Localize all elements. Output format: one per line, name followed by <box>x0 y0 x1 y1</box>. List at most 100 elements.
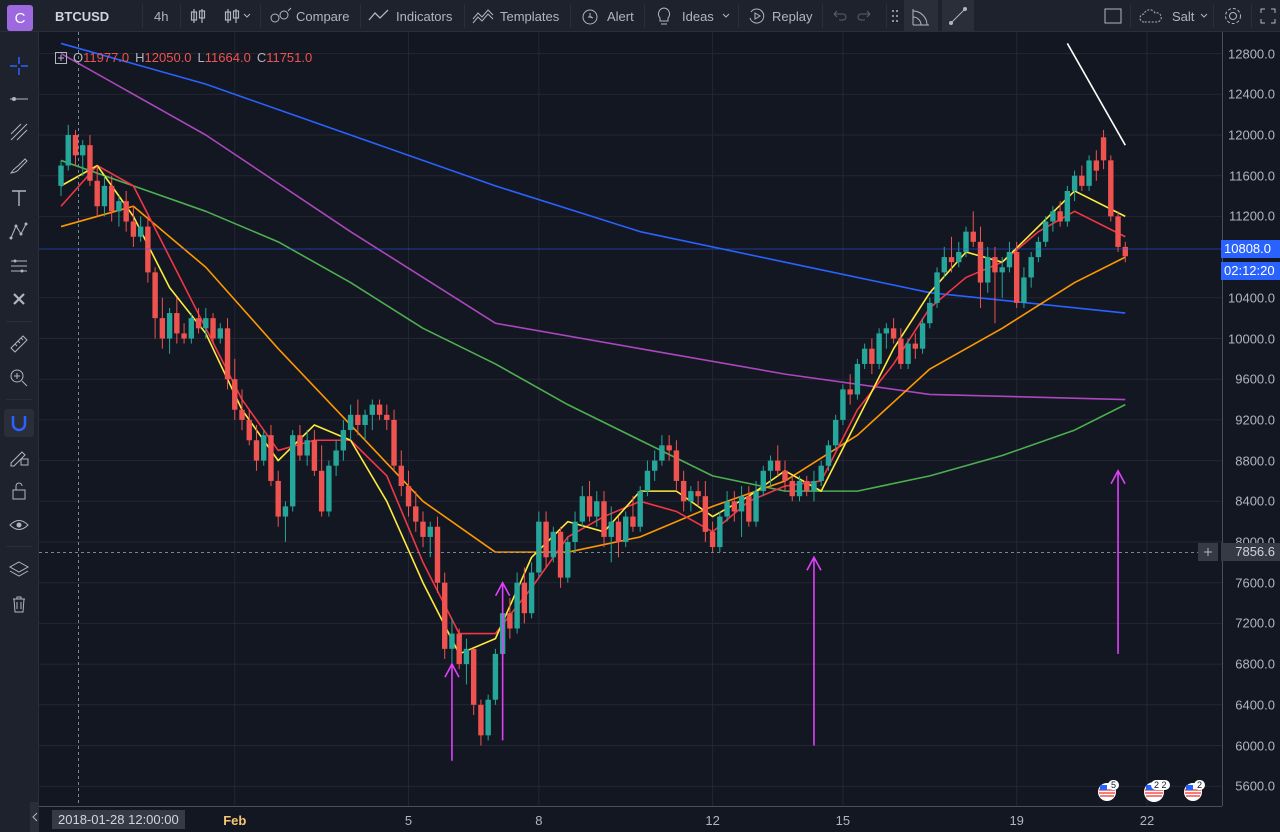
high-key: H <box>135 50 145 65</box>
alert-button[interactable]: Alert <box>579 0 634 32</box>
app-logo[interactable]: C <box>7 5 33 31</box>
arrow-annotation[interactable] <box>806 555 822 746</box>
toolbar-divider <box>570 4 571 28</box>
layout-button[interactable] <box>1103 0 1123 32</box>
candle-body <box>832 419 839 446</box>
candle <box>651 450 658 481</box>
prediction-tool[interactable] <box>4 252 34 280</box>
collapse-toolbar-button[interactable] <box>30 802 39 832</box>
candle <box>883 323 890 349</box>
candle-body <box>825 445 832 466</box>
candle <box>159 297 166 349</box>
candle-body <box>470 648 477 705</box>
lock-drawings-tool[interactable] <box>4 477 34 505</box>
candle-body <box>977 241 984 283</box>
candle-body <box>746 496 752 522</box>
remove-drawings-tool[interactable] <box>4 285 34 313</box>
templates-icon <box>472 9 494 24</box>
candle-body <box>644 470 651 492</box>
fullscreen-button[interactable] <box>1259 0 1277 32</box>
candle-body <box>659 445 665 461</box>
price-axis[interactable]: 12800.0 12400.0 12000.0 11600.0 11200.0 10400… <box>1222 32 1280 806</box>
pitchfork-tool[interactable] <box>4 118 34 146</box>
unlock-icon <box>12 482 26 500</box>
settings-button[interactable] <box>1222 0 1244 32</box>
object-tree-tool[interactable] <box>4 556 34 584</box>
candle <box>608 506 614 563</box>
ideas-button[interactable]: Ideas <box>654 0 732 32</box>
compare-icon <box>270 7 292 23</box>
candle <box>753 480 759 527</box>
toolbar-divider <box>464 4 465 28</box>
arrow-annotation[interactable] <box>494 581 511 741</box>
arrow-annotation[interactable] <box>444 662 460 761</box>
stay-in-drawing-tool[interactable] <box>4 443 34 471</box>
text-tool[interactable] <box>4 184 34 212</box>
fib-tool-button[interactable] <box>904 0 938 32</box>
event-badge-2[interactable]: 2 2 <box>1141 780 1171 809</box>
candle <box>1100 129 1107 170</box>
zoom-tool[interactable] <box>4 364 34 392</box>
candle-body <box>72 135 79 156</box>
trash-icon <box>13 596 25 613</box>
candle <box>869 338 875 375</box>
close-value: 11751.0 <box>266 50 313 65</box>
arrow-annotation[interactable] <box>1110 469 1126 654</box>
candle <box>80 140 86 176</box>
add-alert-button[interactable] <box>1198 543 1218 561</box>
magnet-icon <box>11 416 27 432</box>
redo-button[interactable] <box>857 0 873 32</box>
event-badge-3[interactable]: 2 <box>1182 780 1208 809</box>
compare-button[interactable]: Compare <box>268 0 349 32</box>
candle-body <box>311 440 318 471</box>
horizontal-line-tool[interactable] <box>4 85 34 113</box>
symbol-search[interactable]: BTCUSD <box>55 0 109 32</box>
save-layout-button[interactable]: Salt <box>1138 0 1212 32</box>
time-tick: Feb <box>223 813 247 828</box>
time-axis[interactable]: 2018-01-28 12:00:00 Feb 5 8 12 15 19 22 <box>39 806 1222 832</box>
candle-body <box>65 135 71 166</box>
toolbar-divider <box>6 321 32 322</box>
chevron-down-icon <box>1201 13 1208 18</box>
candle-body <box>434 526 441 583</box>
candle-body <box>992 257 998 273</box>
pattern-tool[interactable] <box>4 217 34 245</box>
candle-body <box>217 328 223 339</box>
candle-body <box>818 465 824 481</box>
candle <box>876 328 882 370</box>
event-badge-1[interactable]: 5 <box>1096 780 1122 809</box>
candle <box>398 450 404 497</box>
candle <box>463 638 470 685</box>
candle-body <box>608 521 614 537</box>
candle-body <box>557 531 564 578</box>
candle-body <box>1028 257 1034 278</box>
candle-body <box>87 145 93 181</box>
compare-label: Compare <box>296 8 350 24</box>
indicators-button[interactable]: Indicators <box>368 0 452 32</box>
crosshair-tool[interactable] <box>4 52 34 80</box>
candle <box>65 124 71 171</box>
templates-button[interactable]: Templates <box>472 0 559 32</box>
magnet-tool[interactable] <box>4 409 34 437</box>
candle-body <box>804 480 810 492</box>
time-tick: 22 <box>1139 813 1155 828</box>
price-chart[interactable] <box>39 32 1222 806</box>
candle-body <box>717 516 723 548</box>
delete-tool[interactable] <box>4 590 34 618</box>
brush-tool[interactable] <box>4 151 34 179</box>
hide-drawings-tool[interactable] <box>4 511 34 539</box>
interval-button[interactable]: 4h <box>154 0 168 32</box>
price-tick: 9600.0 <box>1235 371 1275 387</box>
candle-body <box>927 302 933 324</box>
alert-label: Alert <box>607 8 634 24</box>
measure-tool[interactable] <box>4 330 34 358</box>
trend-line-button[interactable] <box>942 0 974 32</box>
drag-handle[interactable] <box>891 0 899 32</box>
price-tick: 11200.0 <box>1228 208 1275 224</box>
expand-icon[interactable] <box>55 51 67 64</box>
replay-button[interactable]: Replay <box>746 0 812 32</box>
chevron-down-icon <box>722 13 730 18</box>
candle <box>203 307 209 339</box>
undo-button[interactable] <box>831 0 847 32</box>
chart-style-button[interactable] <box>190 0 252 32</box>
